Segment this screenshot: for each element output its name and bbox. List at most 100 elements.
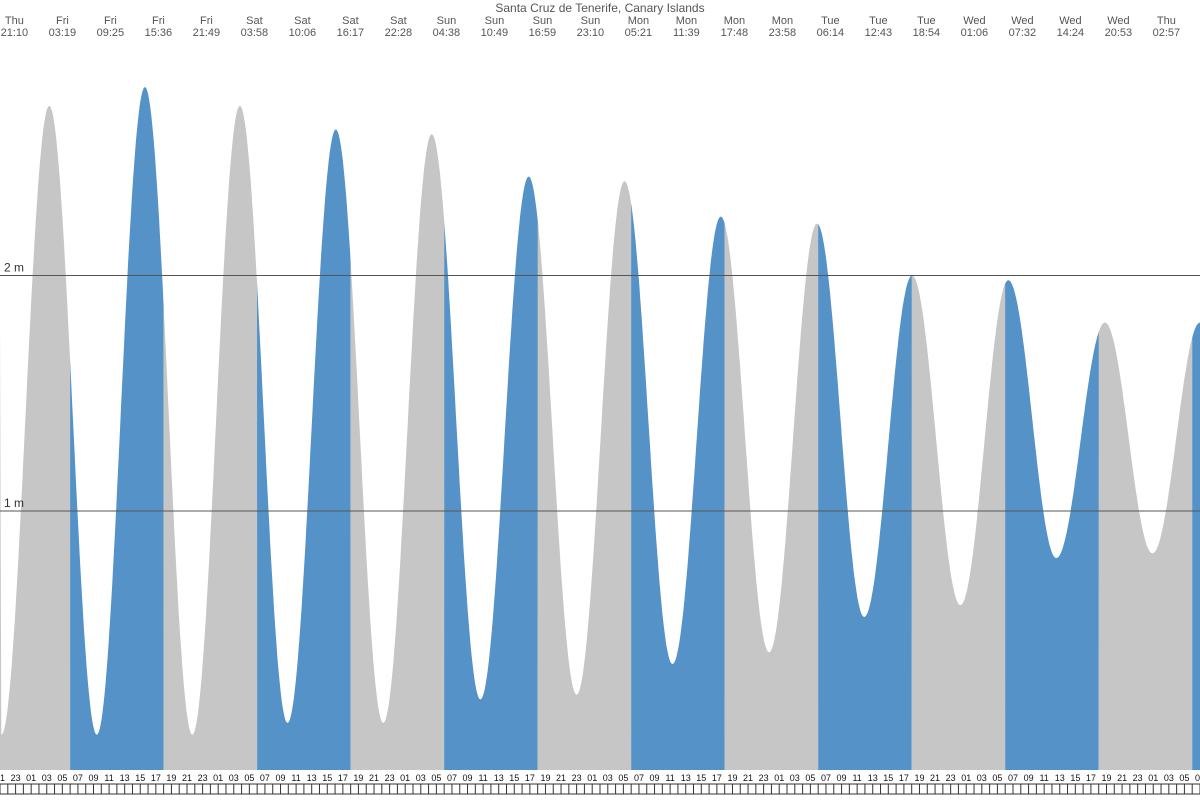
top-time-label: 10:49 xyxy=(481,27,509,39)
x-hour-label: 05 xyxy=(992,773,1002,783)
top-day-label: Wed xyxy=(963,15,985,27)
y-axis-label: 1 m xyxy=(4,496,24,510)
top-day-label: Wed xyxy=(1059,15,1081,27)
top-day-label: Sat xyxy=(342,15,359,27)
top-day-label: Mon xyxy=(724,15,745,27)
x-hour-label: 07 xyxy=(821,773,831,783)
x-hour-label: 03 xyxy=(42,773,52,783)
tide-chart: 1 m2 mSanta Cruz de Tenerife, Canary Isl… xyxy=(0,0,1200,800)
x-hour-label: 01 xyxy=(1148,773,1158,783)
x-hour-label: 21 xyxy=(743,773,753,783)
x-hour-label: 07 xyxy=(634,773,644,783)
x-hour-label: 15 xyxy=(509,773,519,783)
top-time-label: 12:43 xyxy=(865,27,893,39)
x-hour-label: 05 xyxy=(805,773,815,783)
top-time-label: 05:21 xyxy=(625,27,653,39)
top-time-label: 03:58 xyxy=(241,27,269,39)
x-hour-label: 19 xyxy=(540,773,550,783)
top-day-label: Fri xyxy=(152,15,165,27)
top-time-label: 01:06 xyxy=(961,27,989,39)
x-hour-label: 21 xyxy=(1117,773,1127,783)
x-hour-label: 01 xyxy=(774,773,784,783)
top-time-label: 17:48 xyxy=(721,27,749,39)
x-hour-label: 23 xyxy=(759,773,769,783)
x-hour-label: 09 xyxy=(88,773,98,783)
x-hour-label: 01 xyxy=(587,773,597,783)
top-day-label: Thu xyxy=(5,15,24,27)
top-day-label: Fri xyxy=(200,15,213,27)
x-hour-label: 13 xyxy=(120,773,130,783)
top-time-label: 06:14 xyxy=(817,27,845,39)
x-hour-label: 17 xyxy=(151,773,161,783)
x-hour-label: 17 xyxy=(338,773,348,783)
x-hour-label: 09 xyxy=(837,773,847,783)
x-hour-label: 19 xyxy=(166,773,176,783)
top-time-label: 23:10 xyxy=(577,27,605,39)
top-day-label: Wed xyxy=(1011,15,1033,27)
top-time-label: 21:10 xyxy=(1,27,29,39)
x-hour-label: 07 xyxy=(447,773,457,783)
top-day-label: Sun xyxy=(581,15,601,27)
x-hour-label: 07 xyxy=(73,773,83,783)
top-day-label: Sun xyxy=(437,15,457,27)
x-hour-label: 03 xyxy=(603,773,613,783)
x-hour-label: 17 xyxy=(525,773,535,783)
top-time-label: 15:36 xyxy=(145,27,173,39)
x-hour-label: 01 xyxy=(26,773,36,783)
top-time-label: 16:59 xyxy=(529,27,557,39)
top-time-label: 21:49 xyxy=(193,27,221,39)
x-hour-label: 09 xyxy=(650,773,660,783)
x-hour-label: 01 xyxy=(961,773,971,783)
x-hour-label: 19 xyxy=(914,773,924,783)
top-time-label: 02:57 xyxy=(1153,27,1181,39)
top-day-label: Tue xyxy=(917,15,936,27)
x-hour-label: 03 xyxy=(1164,773,1174,783)
x-hour-label: 13 xyxy=(1055,773,1065,783)
x-hour-label: 11 xyxy=(478,773,487,783)
top-day-label: Sat xyxy=(390,15,407,27)
top-time-label: 23:58 xyxy=(769,27,797,39)
x-hour-label: 05 xyxy=(57,773,67,783)
x-hour-label: 23 xyxy=(385,773,395,783)
x-hour-label: 21 xyxy=(0,773,5,783)
x-hour-label: 07 xyxy=(260,773,270,783)
top-time-label: 09:25 xyxy=(97,27,125,39)
x-hour-label: 09 xyxy=(276,773,286,783)
top-day-label: Mon xyxy=(676,15,697,27)
tide-area-day xyxy=(1192,323,1200,770)
top-time-label: 22:28 xyxy=(385,27,413,39)
x-hour-label: 19 xyxy=(1101,773,1111,783)
x-hour-label: 15 xyxy=(696,773,706,783)
x-hour-label: 23 xyxy=(11,773,21,783)
y-axis-label: 2 m xyxy=(4,260,24,274)
top-day-label: Fri xyxy=(56,15,69,27)
x-hour-label: 13 xyxy=(307,773,317,783)
top-day-label: Wed xyxy=(1107,15,1129,27)
x-hour-label: 03 xyxy=(790,773,800,783)
top-day-label: Mon xyxy=(628,15,649,27)
top-time-label: 03:19 xyxy=(49,27,77,39)
x-hour-label: 21 xyxy=(930,773,940,783)
top-day-label: Fri xyxy=(104,15,117,27)
x-hour-label: 17 xyxy=(1086,773,1096,783)
top-day-label: Mon xyxy=(772,15,793,27)
x-hour-label: 01 xyxy=(213,773,223,783)
x-hour-label: 11 xyxy=(1039,773,1048,783)
top-time-label: 14:24 xyxy=(1057,27,1085,39)
x-hour-label: 21 xyxy=(182,773,192,783)
x-hour-label: 19 xyxy=(353,773,363,783)
x-hour-label: 05 xyxy=(244,773,254,783)
top-time-label: 07:32 xyxy=(1009,27,1037,39)
top-time-label: 20:53 xyxy=(1105,27,1133,39)
x-hour-label: 17 xyxy=(899,773,909,783)
x-hour-label: 23 xyxy=(1133,773,1143,783)
x-hour-label: 23 xyxy=(946,773,956,783)
x-hour-label: 13 xyxy=(868,773,878,783)
x-hour-label: 13 xyxy=(681,773,691,783)
x-hour-label: 23 xyxy=(572,773,582,783)
top-day-label: Sat xyxy=(246,15,263,27)
top-time-label: 10:06 xyxy=(289,27,317,39)
x-hour-label: 03 xyxy=(977,773,987,783)
x-hour-label: 05 xyxy=(431,773,441,783)
x-hour-label: 11 xyxy=(665,773,674,783)
